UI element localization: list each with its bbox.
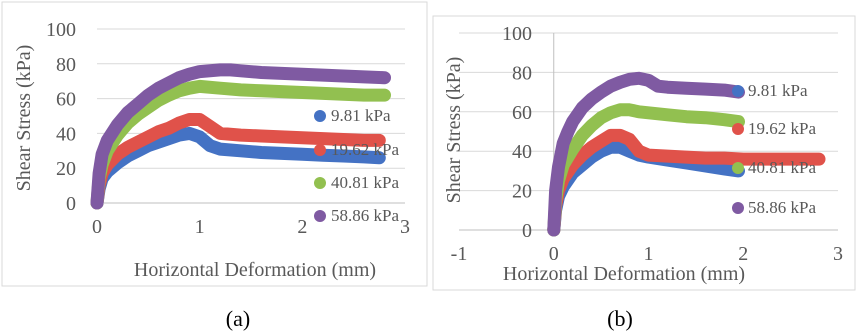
panel-a-ytick-label: 60 xyxy=(56,89,76,111)
panel-a-xtick-label: 2 xyxy=(297,216,307,238)
panel-b-xtick-label: 0 xyxy=(549,243,559,265)
panel-b-legend-marker xyxy=(732,123,744,135)
panel-b-xlabel: Horizontal Deformation (mm) xyxy=(503,263,745,285)
panel-a-ytick-label: 40 xyxy=(56,123,76,145)
panel-b-xtick-label: 1 xyxy=(644,243,654,265)
panel-b-legend-label: 19.62 kPa xyxy=(748,119,816,138)
panel-b-legend-marker xyxy=(732,202,744,214)
panel-a-legend-label: 40.81 kPa xyxy=(331,173,399,192)
panel-b-chart: 0 20 40 60 80 100 -1 0 1 2 3 9.81 kPa 19.62 kPa 40.8… xyxy=(433,16,855,290)
panel-b-ytick-label: 20 xyxy=(512,181,532,203)
panel-a-xtick-label: 0 xyxy=(92,216,102,238)
panel-b-ytick-label: 0 xyxy=(522,220,532,242)
panel-b-legend-marker xyxy=(732,162,744,174)
panel-b-legend-label: 9.81 kPa xyxy=(748,81,808,100)
panel-b-ytick-label: 80 xyxy=(512,62,532,84)
panel-a-xtick-label: 1 xyxy=(195,216,205,238)
panel-b-xtick-label: 3 xyxy=(833,243,843,265)
panel-b-legend-label: 58.86 kPa xyxy=(748,198,816,217)
panel-b-legend-label: 40.81 kPa xyxy=(748,158,816,177)
panel-a-ytick-label: 20 xyxy=(56,158,76,180)
panel-a-caption: (a) xyxy=(226,306,250,331)
panel-b-xtick-label: -1 xyxy=(451,243,468,265)
panel-a-legend-marker xyxy=(314,144,326,156)
panel-a-ytick-label: 0 xyxy=(66,193,76,215)
panel-a-ytick-label: 100 xyxy=(46,19,76,41)
panel-b-ytick-label: 60 xyxy=(512,102,532,124)
panel-b-ytick-label: 40 xyxy=(512,141,532,163)
panel-a-chart: 0 20 40 60 80 100 0 1 2 3 9.81 kPa 19.62 kPa 40.81 … xyxy=(2,2,427,286)
panel-a-xlabel: Horizontal Deformation (mm) xyxy=(134,259,376,281)
panel-b-legend-marker xyxy=(732,85,744,97)
panel-a-legend-label: 9.81 kPa xyxy=(331,106,391,125)
panel-a-legend-label: 19.62 kPa xyxy=(331,140,399,159)
panel-a-xtick-label: 3 xyxy=(400,216,410,238)
panel-a-legend-marker xyxy=(314,110,326,122)
panel-a-ytick-label: 80 xyxy=(56,54,76,76)
panel-b-xtick-label: 2 xyxy=(738,243,748,265)
panel-a-legend-marker xyxy=(314,210,326,222)
panel-a-legend-label: 58.86 kPa xyxy=(331,206,399,225)
panel-b-ylabel: Shear Stress (kPa) xyxy=(443,57,465,204)
panel-a-legend-marker xyxy=(314,177,326,189)
panel-b-ytick-label: 100 xyxy=(502,23,532,45)
panel-b-caption: (b) xyxy=(607,306,633,331)
panel-a-ylabel: Shear Stress (kPa) xyxy=(13,45,35,192)
